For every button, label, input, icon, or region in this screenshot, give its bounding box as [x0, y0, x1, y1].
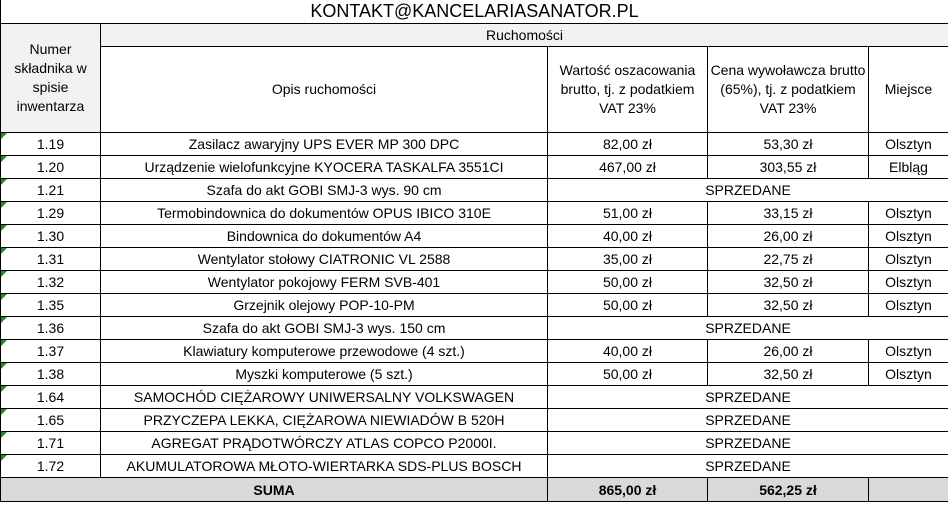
item-number: 1.35 [0, 293, 101, 317]
item-description: Myszki komputerowe (5 szt.) [100, 362, 548, 386]
table-row: 1.21 Szafa do akt GOBI SMJ-3 wys. 90 cm SP… [0, 178, 948, 202]
item-number: 1.38 [0, 362, 101, 386]
total-label: SUMA [0, 477, 548, 502]
group-header: Ruchomości [100, 23, 948, 47]
item-description: Wentylator stołowy CIATRONIC VL 2588 [100, 247, 548, 271]
item-description: Grzejnik olejowy POP-10-PM [100, 293, 548, 317]
item-status: SPRZEDANE [547, 431, 948, 455]
item-value: 50,00 zł [547, 270, 708, 294]
item-description: Termobindownica do dokumentów OPUS IBICO… [100, 201, 548, 225]
table-row: 1.32 Wentylator pokojowy FERM SVB-401 50,0… [0, 270, 948, 294]
table-row: 1.65 PRZYCZEPA LEKKA, CIĘŻAROWA NIEWIADÓW… [0, 408, 948, 432]
total-row: SUMA 865,00 zł 562,25 zł [0, 477, 948, 502]
item-number: 1.36 [0, 316, 101, 340]
item-price: 26,00 zł [707, 339, 869, 363]
table-row: 1.64 SAMOCHÓD CIĘŻAROWY UNIWERSALNY VOLKS… [0, 385, 948, 409]
item-description: Szafa do akt GOBI SMJ-3 wys. 90 cm [100, 178, 548, 202]
table-row: 1.29 Termobindownica do dokumentów OPUS I… [0, 201, 948, 225]
table-row: 1.71 AGREGAT PRĄDOTWÓRCZY ATLAS COPCO P20… [0, 431, 948, 455]
item-description: AKUMULATOROWA MŁOTO-WIERTARKA SDS-PLUS B… [100, 454, 548, 478]
item-description: Szafa do akt GOBI SMJ-3 wys. 150 cm [100, 316, 548, 340]
item-value: 35,00 zł [547, 247, 708, 271]
item-price: 303,55 zł [707, 155, 869, 179]
number-header: Numer składnika w spisie inwentarza [0, 23, 101, 133]
item-number: 1.21 [0, 178, 101, 202]
item-number: 1.65 [0, 408, 101, 432]
item-number: 1.32 [0, 270, 101, 294]
item-number: 1.30 [0, 224, 101, 248]
table-row: 1.30 Bindownica do dokumentów A4 40,00 zł 2… [0, 224, 948, 248]
item-number: 1.37 [0, 339, 101, 363]
item-number: 1.71 [0, 431, 101, 455]
item-number: 1.64 [0, 385, 101, 409]
item-value: 467,00 zł [547, 155, 708, 179]
item-place: Elbląg [868, 155, 948, 179]
item-description: SAMOCHÓD CIĘŻAROWY UNIWERSALNY VOLKSWAGE… [100, 385, 548, 409]
table-row: 1.31 Wentylator stołowy CIATRONIC VL 2588… [0, 247, 948, 271]
table-row: 1.19 Zasilacz awaryjny UPS EVER MP 300 DP… [0, 132, 948, 156]
item-value: 50,00 zł [547, 362, 708, 386]
table-row: 1.35 Grzejnik olejowy POP-10-PM 50,00 zł 32… [0, 293, 948, 317]
item-price: 32,50 zł [707, 293, 869, 317]
item-description: Klawiatury komputerowe przewodowe (4 szt… [100, 339, 548, 363]
item-place: Olsztyn [868, 339, 948, 363]
item-price: 26,00 zł [707, 224, 869, 248]
item-place: Olsztyn [868, 132, 948, 156]
item-description: AGREGAT PRĄDOTWÓRCZY ATLAS COPCO P2000I. [100, 431, 548, 455]
item-value: 50,00 zł [547, 293, 708, 317]
title: KONTAKT@KANCELARIASANATOR.PL [0, 0, 948, 24]
item-place: Olsztyn [868, 270, 948, 294]
item-number: 1.31 [0, 247, 101, 271]
item-status: SPRZEDANE [547, 178, 948, 202]
item-place: Olsztyn [868, 293, 948, 317]
item-place: Olsztyn [868, 247, 948, 271]
table-row: 1.36 Szafa do akt GOBI SMJ-3 wys. 150 cm S… [0, 316, 948, 340]
item-value: 51,00 zł [547, 201, 708, 225]
item-price: 32,50 zł [707, 362, 869, 386]
item-price: 33,15 zł [707, 201, 869, 225]
table-row: 1.38 Myszki komputerowe (5 szt.) 50,00 zł 3… [0, 362, 948, 386]
column-header: Wartość oszacowania brutto, tj. z podatk… [547, 46, 708, 133]
total-price: 562,25 zł [707, 477, 869, 502]
item-description: Bindownica do dokumentów A4 [100, 224, 548, 248]
item-price: 53,30 zł [707, 132, 869, 156]
item-status: SPRZEDANE [547, 408, 948, 432]
item-price: 32,50 zł [707, 270, 869, 294]
item-status: SPRZEDANE [547, 385, 948, 409]
item-description: Urządzenie wielofunkcyjne KYOCERA TASKAL… [100, 155, 548, 179]
item-place: Olsztyn [868, 224, 948, 248]
item-value: 40,00 zł [547, 339, 708, 363]
inventory-table: KONTAKT@KANCELARIASANATOR.PL Numer skład… [0, 0, 948, 502]
item-number: 1.29 [0, 201, 101, 225]
item-place: Olsztyn [868, 201, 948, 225]
item-description: Wentylator pokojowy FERM SVB-401 [100, 270, 548, 294]
item-status: SPRZEDANE [547, 316, 948, 340]
table-row: 1.37 Klawiatury komputerowe przewodowe (4… [0, 339, 948, 363]
column-header: Cena wywoławcza brutto (65%), tj. z poda… [707, 46, 869, 133]
item-description: PRZYCZEPA LEKKA, CIĘŻAROWA NIEWIADÓW B 5… [100, 408, 548, 432]
item-status: SPRZEDANE [547, 454, 948, 478]
column-header: Opis ruchomości [100, 46, 548, 133]
item-number: 1.72 [0, 454, 101, 478]
total-empty [868, 477, 948, 502]
item-place: Olsztyn [868, 362, 948, 386]
item-number: 1.20 [0, 155, 101, 179]
item-price: 22,75 zł [707, 247, 869, 271]
total-value: 865,00 zł [547, 477, 708, 502]
item-value: 82,00 zł [547, 132, 708, 156]
column-header: Miejsce [868, 46, 948, 133]
table-row: 1.20 Urządzenie wielofunkcyjne KYOCERA TA… [0, 155, 948, 179]
item-value: 40,00 zł [547, 224, 708, 248]
item-description: Zasilacz awaryjny UPS EVER MP 300 DPC [100, 132, 548, 156]
table-row: 1.72 AKUMULATOROWA MŁOTO-WIERTARKA SDS-PL… [0, 454, 948, 478]
item-number: 1.19 [0, 132, 101, 156]
